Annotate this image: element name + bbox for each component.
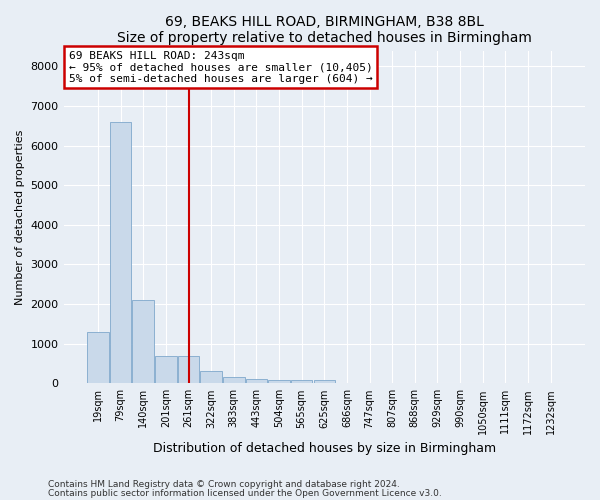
Bar [87, 332, 109, 384]
Bar [245, 380, 267, 384]
Bar [291, 380, 313, 384]
Y-axis label: Number of detached properties: Number of detached properties [15, 129, 25, 304]
Bar [200, 372, 222, 384]
X-axis label: Distribution of detached houses by size in Birmingham: Distribution of detached houses by size … [153, 442, 496, 455]
Bar [110, 122, 131, 384]
Text: Contains HM Land Registry data © Crown copyright and database right 2024.: Contains HM Land Registry data © Crown c… [48, 480, 400, 489]
Bar [133, 300, 154, 384]
Title: 69, BEAKS HILL ROAD, BIRMINGHAM, B38 8BL
Size of property relative to detached h: 69, BEAKS HILL ROAD, BIRMINGHAM, B38 8BL… [117, 15, 532, 45]
Bar [155, 356, 176, 384]
Text: Contains public sector information licensed under the Open Government Licence v3: Contains public sector information licen… [48, 488, 442, 498]
Bar [314, 380, 335, 384]
Bar [268, 380, 290, 384]
Bar [178, 356, 199, 384]
Text: 69 BEAKS HILL ROAD: 243sqm
← 95% of detached houses are smaller (10,405)
5% of s: 69 BEAKS HILL ROAD: 243sqm ← 95% of deta… [69, 50, 373, 84]
Bar [223, 378, 245, 384]
